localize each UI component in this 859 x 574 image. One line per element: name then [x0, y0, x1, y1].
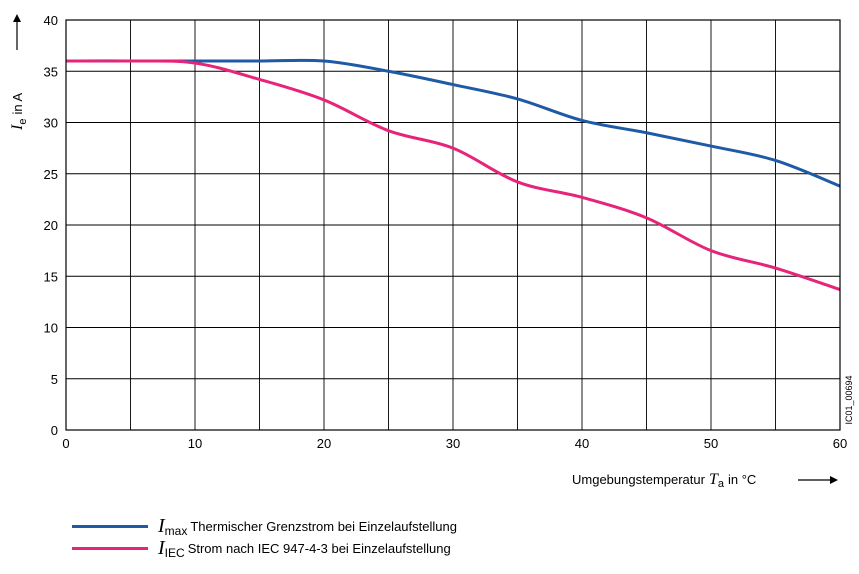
y-axis-arrow-head: [13, 14, 21, 22]
y-tick-label: 30: [44, 116, 58, 131]
legend-symbol-imax: I: [158, 516, 165, 536]
figure-code: IC01_00694: [844, 375, 854, 424]
x-axis-unit: in °C: [728, 472, 756, 487]
y-tick-label: 0: [51, 423, 58, 438]
x-tick-label: 50: [704, 436, 718, 451]
legend-subscript-imax: max: [165, 524, 188, 538]
x-axis-label: Umgebungstemperatur Ta in °C: [572, 471, 838, 490]
y-tick-label: 5: [51, 372, 58, 387]
legend-item-imax: I max Thermischer Grenzstrom bei Einzela…: [72, 515, 457, 537]
y-tick-label: 40: [44, 13, 58, 28]
legend-item-iiec: I IEC Strom nach IEC 947-4-3 bei Einzela…: [72, 537, 457, 559]
y-axis-subscript: e: [17, 119, 29, 125]
x-tick-label: 40: [575, 436, 589, 451]
y-tick-label: 25: [44, 167, 58, 182]
y-tick-label: 15: [44, 269, 58, 284]
tick-labels: 0 10 20 30 40 50 60 0 5 10 15 20 25 30 35 40: [44, 13, 848, 451]
legend-swatch-imax: [72, 525, 148, 528]
x-tick-label: 10: [188, 436, 202, 451]
svg-text:Iein A: Iein A: [9, 93, 29, 131]
legend-subscript-iiec: IEC: [165, 546, 185, 560]
legend: I max Thermischer Grenzstrom bei Einzela…: [72, 515, 457, 559]
x-tick-label: 60: [833, 436, 847, 451]
x-tick-label: 20: [317, 436, 331, 451]
x-tick-label: 30: [446, 436, 460, 451]
y-tick-label: 10: [44, 321, 58, 336]
y-tick-label: 35: [44, 64, 58, 79]
legend-label-imax: Thermischer Grenzstrom bei Einzelaufstel…: [190, 519, 457, 534]
y-tick-label: 20: [44, 218, 58, 233]
x-axis-arrow-head: [830, 476, 838, 484]
grid: [66, 20, 840, 430]
x-axis-subscript: a: [718, 478, 725, 490]
x-tick-label: 0: [62, 436, 69, 451]
x-axis-text: Umgebungstemperatur: [572, 472, 706, 487]
legend-symbol-iiec: I: [158, 538, 165, 558]
y-axis-unit: in A: [10, 93, 25, 115]
y-axis-label: Iein A: [9, 14, 29, 131]
legend-swatch-iiec: [72, 547, 148, 550]
legend-label-iiec: Strom nach IEC 947-4-3 bei Einzelaufstel…: [188, 541, 451, 556]
